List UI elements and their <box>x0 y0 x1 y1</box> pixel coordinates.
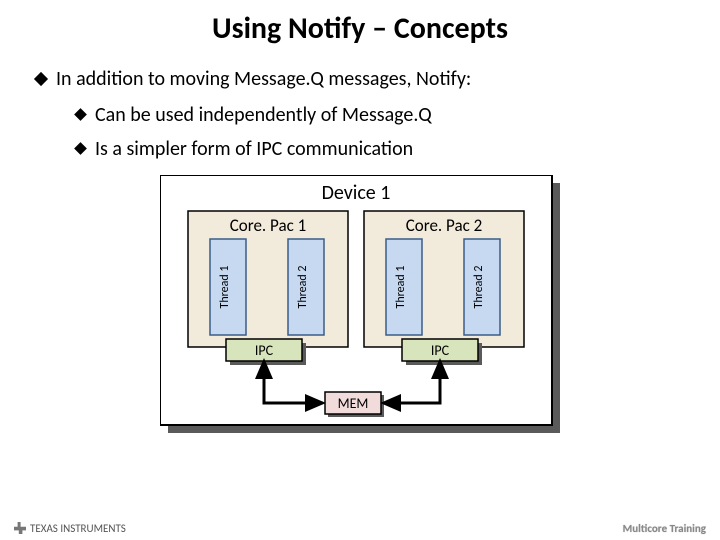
bullet-icon <box>74 108 87 121</box>
svg-text:IPC: IPC <box>255 342 274 359</box>
bullet-main: In addition to moving Message.Q messages… <box>36 67 720 91</box>
svg-text:Device 1: Device 1 <box>322 181 391 205</box>
bullet-icon <box>34 72 48 86</box>
footer-right: Multicore Training <box>623 522 706 535</box>
svg-text:Core. Pac 1: Core. Pac 1 <box>230 215 307 236</box>
svg-text:MEM: MEM <box>338 395 369 412</box>
bullet-sub2-text: Is a simpler form of IPC communication <box>95 137 413 161</box>
svg-text:Thread 2: Thread 2 <box>472 266 486 309</box>
bullet-sub1-text: Can be used independently of Message.Q <box>95 103 432 127</box>
ti-logo-icon <box>14 522 26 534</box>
svg-text:Core. Pac 2: Core. Pac 2 <box>406 215 483 236</box>
svg-text:Thread 1: Thread 1 <box>394 266 408 309</box>
svg-text:IPC: IPC <box>431 342 450 359</box>
footer-left: TEXAS INSTRUMENTS <box>14 522 126 535</box>
bullet-list: In addition to moving Message.Q messages… <box>36 67 720 161</box>
svg-text:Thread 2: Thread 2 <box>296 266 310 309</box>
diagram-container: Device 1 Core. Pac 1 Thread 1 Thread 2 I… <box>0 175 720 440</box>
bullet-sub-1: Can be used independently of Message.Q <box>76 103 720 127</box>
bullet-sub-2: Is a simpler form of IPC communication <box>76 137 720 161</box>
bullet-icon <box>74 142 87 155</box>
bullet-main-text: In addition to moving Message.Q messages… <box>56 67 471 91</box>
footer: TEXAS INSTRUMENTS Multicore Training <box>0 518 720 538</box>
slide-title: Using Notify – Concepts <box>0 0 720 47</box>
svg-text:Thread 1: Thread 1 <box>218 266 232 309</box>
device-diagram: Device 1 Core. Pac 1 Thread 1 Thread 2 I… <box>160 175 560 435</box>
footer-left-text: TEXAS INSTRUMENTS <box>30 522 126 535</box>
